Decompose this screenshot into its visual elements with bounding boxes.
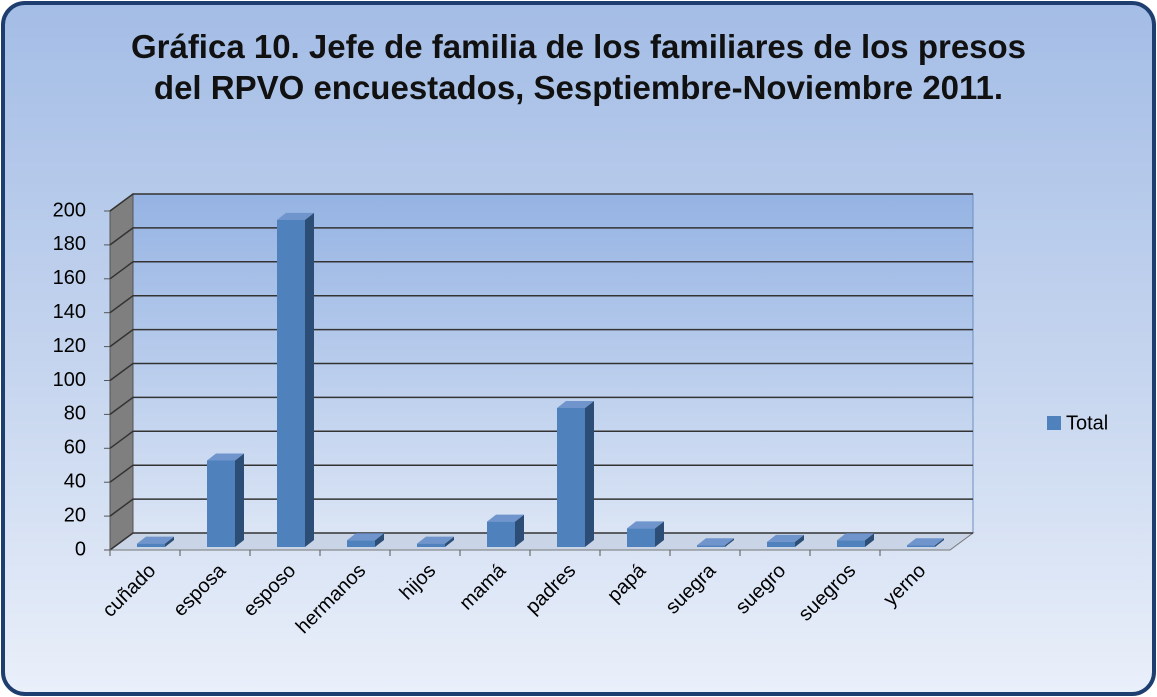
bar-top [557,401,594,409]
bar-side [375,533,384,547]
bar-front [487,521,515,547]
bar [417,536,454,547]
bar-side [655,521,664,547]
y-tick-label: 20 [64,504,86,526]
bar [837,533,874,547]
grid-line [109,532,973,551]
bar-top [627,521,664,529]
bar [557,401,594,547]
bar [277,212,314,548]
grid-line [109,396,973,416]
bar-side [165,536,174,547]
y-tick-label: 120 [53,335,86,357]
grid-line [109,193,973,212]
bar [907,538,944,547]
bar [697,538,734,547]
bar-side [445,536,454,547]
grid-line [109,294,973,314]
bar-top [697,538,734,546]
y-tick-label: 140 [53,301,86,323]
y-tick-label: 100 [53,369,86,391]
bar-front [207,460,235,547]
bar-front [277,219,305,548]
bar-top [767,534,804,542]
bar-top [137,536,174,544]
bar-side [935,538,944,547]
bar-side [585,401,594,547]
bar-front [557,408,585,547]
bar [767,534,804,547]
bar-front [907,545,935,547]
bar-top [907,538,944,546]
chart-title: Gráfica 10. Jefe de familia de los famil… [130,28,1027,106]
bar-front [767,541,795,547]
bar-side [235,453,244,547]
bar-side [515,514,524,547]
bar-top [277,212,314,220]
grid-line [109,261,973,280]
bar [487,514,524,547]
bar [627,521,664,547]
bar-front [837,540,865,547]
y-tick-label: 80 [64,403,86,425]
grid-line [109,362,973,382]
y-tick-label: 0 [75,538,86,560]
bar-top [207,453,244,461]
bar-front [137,543,165,547]
grid-line [109,227,973,246]
bar-side [865,533,874,547]
bar-front [697,545,725,547]
y-tick-label: 180 [53,233,86,255]
bar-front [347,540,375,547]
bar [207,453,244,547]
grid-line [109,430,973,449]
grid-line [109,498,973,517]
y-tick-label: 160 [53,267,86,289]
bar [347,533,384,547]
bar-front [417,543,445,547]
bar-top [347,533,384,541]
bar-top [837,533,874,541]
legend-swatch [1047,416,1061,430]
legend-label: Total [1066,412,1108,434]
grid-line [109,328,973,348]
bar-front [627,528,655,547]
bar-side [795,534,804,547]
grid-line [109,464,973,483]
y-tick-label: 60 [64,437,86,459]
bar-top [417,536,454,544]
y-tick-label: 40 [64,470,86,492]
y-tick-label: 200 [53,199,86,221]
bar-side [725,538,734,547]
bar-top [487,514,524,522]
bar-side [305,212,314,548]
bar [137,536,174,547]
